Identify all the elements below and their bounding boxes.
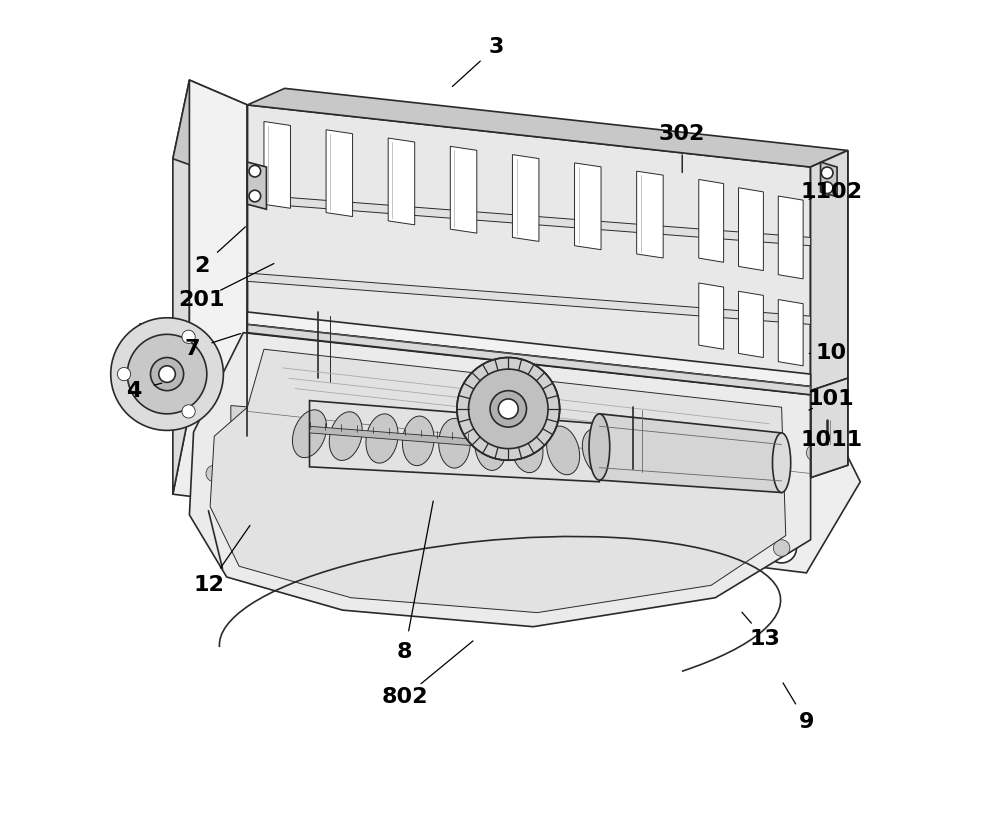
Ellipse shape xyxy=(511,423,543,473)
Circle shape xyxy=(800,438,830,468)
Ellipse shape xyxy=(292,410,327,458)
Polygon shape xyxy=(699,179,724,263)
Circle shape xyxy=(584,504,614,534)
Text: 9: 9 xyxy=(799,712,814,732)
Polygon shape xyxy=(739,188,763,271)
Text: 4: 4 xyxy=(126,381,142,401)
Circle shape xyxy=(182,330,195,343)
Ellipse shape xyxy=(402,416,434,465)
Polygon shape xyxy=(811,150,848,391)
Circle shape xyxy=(111,317,223,430)
Text: 13: 13 xyxy=(750,629,780,649)
Text: 2: 2 xyxy=(194,257,210,277)
Circle shape xyxy=(490,391,527,427)
Circle shape xyxy=(821,182,833,194)
Polygon shape xyxy=(811,150,848,391)
Circle shape xyxy=(821,167,833,179)
Circle shape xyxy=(127,334,207,414)
Text: 12: 12 xyxy=(193,575,224,595)
Polygon shape xyxy=(778,299,803,366)
Polygon shape xyxy=(189,80,247,436)
Ellipse shape xyxy=(589,414,610,480)
Polygon shape xyxy=(821,162,837,197)
Circle shape xyxy=(206,465,223,482)
Circle shape xyxy=(182,405,195,418)
Polygon shape xyxy=(173,80,189,494)
Text: 1102: 1102 xyxy=(800,182,862,202)
Polygon shape xyxy=(231,406,782,480)
Circle shape xyxy=(591,511,608,528)
Polygon shape xyxy=(310,426,500,448)
Polygon shape xyxy=(778,196,803,279)
Circle shape xyxy=(199,459,229,489)
Ellipse shape xyxy=(366,414,398,463)
Ellipse shape xyxy=(439,418,470,468)
Polygon shape xyxy=(173,80,247,179)
Polygon shape xyxy=(637,171,663,258)
Polygon shape xyxy=(388,138,415,225)
Text: 10: 10 xyxy=(816,343,847,363)
Circle shape xyxy=(117,367,131,381)
Polygon shape xyxy=(210,349,786,612)
Polygon shape xyxy=(173,316,860,573)
Polygon shape xyxy=(811,378,848,478)
Ellipse shape xyxy=(329,411,362,460)
Ellipse shape xyxy=(547,426,580,475)
Polygon shape xyxy=(575,163,601,249)
Circle shape xyxy=(150,357,184,391)
Circle shape xyxy=(159,366,175,382)
Circle shape xyxy=(457,357,560,460)
Text: 8: 8 xyxy=(397,642,413,661)
Polygon shape xyxy=(247,105,811,391)
Circle shape xyxy=(249,190,261,202)
Polygon shape xyxy=(699,283,724,349)
Polygon shape xyxy=(811,378,848,478)
Circle shape xyxy=(249,165,261,177)
Polygon shape xyxy=(247,88,848,167)
Polygon shape xyxy=(599,414,782,493)
Polygon shape xyxy=(247,273,811,324)
Polygon shape xyxy=(739,292,763,357)
Circle shape xyxy=(767,534,797,563)
Circle shape xyxy=(773,539,790,556)
Polygon shape xyxy=(189,332,811,627)
Polygon shape xyxy=(247,324,811,395)
Polygon shape xyxy=(247,312,811,386)
Polygon shape xyxy=(243,316,811,399)
Ellipse shape xyxy=(582,429,616,477)
Polygon shape xyxy=(140,324,181,416)
Text: 302: 302 xyxy=(659,124,705,144)
Text: 7: 7 xyxy=(184,339,200,359)
Ellipse shape xyxy=(772,433,791,493)
Ellipse shape xyxy=(475,420,507,470)
Circle shape xyxy=(806,445,823,461)
Polygon shape xyxy=(450,146,477,234)
Text: 3: 3 xyxy=(488,37,504,57)
Polygon shape xyxy=(247,162,266,209)
Text: 1011: 1011 xyxy=(800,430,862,450)
Circle shape xyxy=(469,369,548,449)
Text: 802: 802 xyxy=(382,687,428,707)
Text: 101: 101 xyxy=(808,389,855,409)
Polygon shape xyxy=(326,130,353,217)
Polygon shape xyxy=(264,121,290,209)
Text: 201: 201 xyxy=(179,289,225,310)
Polygon shape xyxy=(512,155,539,242)
Circle shape xyxy=(498,399,518,419)
Polygon shape xyxy=(247,194,811,246)
